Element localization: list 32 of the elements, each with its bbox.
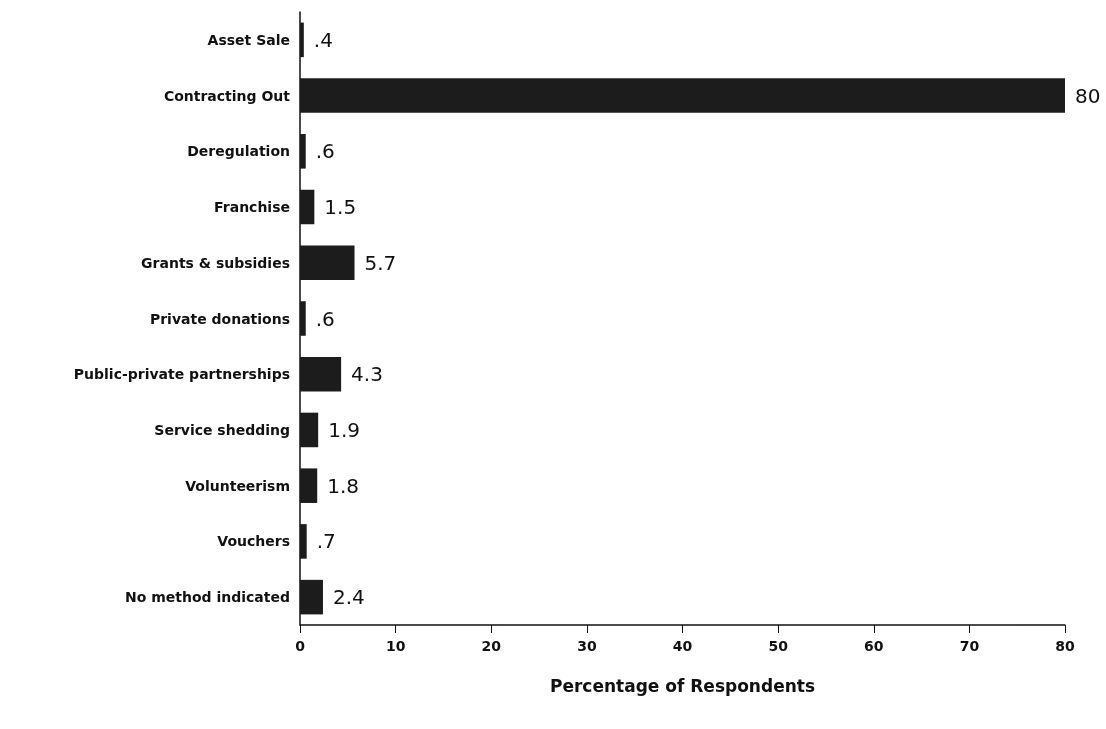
x-tick-label: 80	[1055, 638, 1075, 654]
data-label: 5.7	[364, 250, 397, 275]
y-tick-label: Service shedding	[154, 421, 290, 438]
x-tick-label: 0	[295, 638, 306, 654]
x-tick-label: 40	[672, 638, 693, 654]
x-tick-label: 10	[385, 638, 406, 654]
y-tick-label: No method indicated	[124, 589, 290, 606]
data-label: 1.8	[327, 473, 360, 498]
data-label: 1.5	[324, 195, 357, 220]
x-tick-label: 70	[959, 638, 980, 654]
data-label: .6	[315, 306, 335, 331]
y-tick-label: Asset Sale	[207, 31, 290, 48]
y-tick-label: Private donations	[149, 310, 290, 327]
x-axis-title: Percentage of Respondents	[549, 675, 816, 696]
data-label: .6	[315, 139, 335, 164]
y-tick-label: Deregulation	[187, 143, 290, 160]
y-tick-label: Vouchers	[217, 533, 290, 550]
x-tick-label: 20	[481, 638, 502, 654]
data-label: 4.3	[351, 362, 383, 387]
y-tick-label: Grants & subsidies	[141, 254, 290, 271]
data-label: 80	[1075, 83, 1101, 108]
data-label: .7	[316, 529, 336, 554]
y-tick-label: Contracting Out	[163, 87, 291, 104]
data-label: .4	[313, 27, 333, 52]
y-tick-label: Franchise	[214, 199, 290, 216]
y-tick-label: Public-private partnerships	[73, 366, 290, 383]
x-tick-label: 50	[768, 638, 789, 654]
data-label: 1.9	[328, 417, 360, 442]
y-tick-label: Volunteerism	[185, 477, 290, 494]
x-tick-label: 30	[577, 638, 597, 654]
x-tick-label: 60	[864, 638, 884, 654]
data-label: 2.4	[332, 585, 365, 610]
